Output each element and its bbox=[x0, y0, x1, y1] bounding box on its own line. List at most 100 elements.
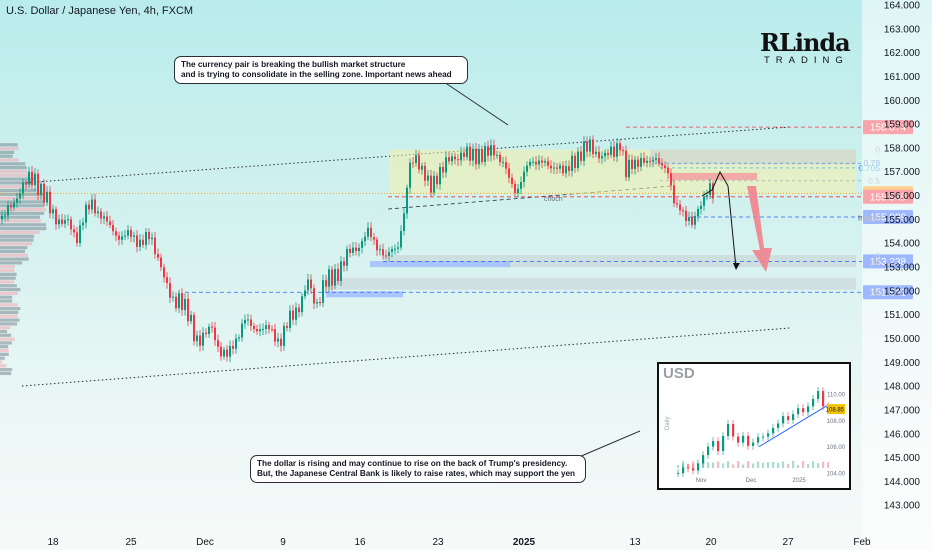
candle-body bbox=[76, 232, 78, 244]
candle-body bbox=[373, 237, 375, 240]
candle-body bbox=[202, 332, 204, 346]
volume-profile-bar bbox=[0, 291, 18, 295]
candle-body bbox=[580, 151, 582, 161]
candle-body bbox=[592, 139, 594, 155]
volume-profile-bar bbox=[0, 310, 19, 315]
inset-candle bbox=[687, 467, 690, 469]
candle-body bbox=[679, 204, 681, 211]
volume-profile-bar bbox=[0, 204, 44, 208]
volume-profile-bar bbox=[0, 352, 9, 356]
candle-body bbox=[37, 173, 39, 195]
inset-tick-label: 108.00 bbox=[827, 419, 845, 425]
volume-profile-bar bbox=[0, 234, 35, 238]
candle-body bbox=[103, 216, 105, 219]
candle-body bbox=[619, 143, 621, 151]
volume-profile-bar bbox=[0, 242, 33, 246]
annotation-top: The currency pair is breaking the bullis… bbox=[174, 56, 468, 84]
inset-title: USD bbox=[663, 365, 695, 382]
volume-profile-bar bbox=[0, 295, 13, 299]
price-axis-bg bbox=[862, 0, 932, 550]
volume-profile-bar bbox=[0, 284, 17, 288]
price-tick-label: 153.000 bbox=[884, 263, 921, 274]
candle-body bbox=[712, 183, 714, 199]
candle-body bbox=[607, 152, 609, 155]
price-axis[interactable]: 164.000 163.000 162.000 161.000 160.000 159.0… bbox=[862, 0, 932, 550]
candle-body bbox=[97, 211, 99, 214]
inset-volume-bar bbox=[707, 462, 710, 468]
inset-tick-label: 110.00 bbox=[827, 392, 845, 398]
inset-volume-bar bbox=[792, 461, 795, 468]
inset-volume-bar bbox=[802, 461, 805, 468]
candle-body bbox=[496, 154, 498, 156]
candle-body bbox=[205, 332, 207, 334]
candle-body bbox=[631, 159, 633, 169]
inset-x-label: Nov bbox=[696, 478, 707, 484]
inset-volume-bar bbox=[787, 463, 790, 468]
candle-body bbox=[562, 165, 564, 174]
candle-body bbox=[400, 230, 402, 248]
candle-body bbox=[367, 227, 369, 237]
candle-body bbox=[58, 219, 60, 225]
candle-body bbox=[385, 255, 387, 257]
inset-candle bbox=[777, 423, 780, 428]
candle-body bbox=[67, 219, 69, 221]
candle-body bbox=[409, 162, 411, 188]
candle-body bbox=[682, 210, 684, 212]
candle-body bbox=[427, 175, 429, 181]
volume-profile-bar bbox=[0, 318, 20, 322]
candle-body bbox=[127, 230, 129, 236]
candle-body bbox=[484, 146, 486, 163]
inset-candle bbox=[727, 423, 730, 437]
candle-body bbox=[115, 231, 117, 236]
time-axis[interactable]: 18 25 Dec 9 16 23 2025 13 20 27 Feb bbox=[47, 537, 871, 548]
inset-candle bbox=[757, 437, 760, 443]
time-tick-label: 25 bbox=[125, 537, 137, 548]
candle-body bbox=[292, 310, 294, 320]
candle-body bbox=[7, 205, 9, 216]
volume-profile-bar bbox=[0, 230, 40, 235]
candle-body bbox=[187, 298, 189, 322]
candle-body bbox=[613, 146, 615, 157]
candle-body bbox=[289, 310, 291, 328]
candle-body bbox=[463, 152, 465, 157]
candle-body bbox=[142, 239, 144, 245]
candle-body bbox=[49, 191, 51, 214]
candle-body bbox=[13, 202, 15, 208]
time-tick-label: 18 bbox=[47, 537, 59, 548]
candle-body bbox=[43, 183, 45, 203]
candle-body bbox=[232, 346, 234, 349]
price-tick-label: 151.000 bbox=[884, 310, 921, 321]
candle-body bbox=[307, 279, 309, 291]
candle-body bbox=[133, 235, 135, 237]
price-tick-label: 149.000 bbox=[884, 358, 921, 369]
candle-body bbox=[193, 314, 195, 342]
candle-body bbox=[532, 161, 534, 163]
candle-body bbox=[460, 152, 462, 161]
candle-body bbox=[403, 213, 405, 231]
inset-volume-bar bbox=[737, 461, 740, 468]
candle-body bbox=[34, 173, 36, 186]
candle-body bbox=[64, 220, 66, 224]
projection-path bbox=[701, 170, 737, 269]
inset-candle bbox=[692, 468, 695, 471]
time-tick-label: 9 bbox=[280, 537, 286, 548]
candle-body bbox=[190, 314, 192, 322]
inset-volume-bar bbox=[762, 462, 765, 468]
volume-profile-bar bbox=[0, 337, 15, 341]
candle-body bbox=[502, 162, 504, 164]
candle-body bbox=[157, 253, 159, 258]
candle-body bbox=[166, 277, 168, 284]
candle-body bbox=[346, 248, 348, 266]
candle-body bbox=[520, 182, 522, 189]
candle-body bbox=[88, 204, 90, 210]
candle-body bbox=[454, 156, 456, 160]
candle-body bbox=[100, 211, 102, 219]
inset-volume-bar bbox=[747, 461, 750, 468]
candle-body bbox=[595, 151, 597, 155]
candle-body bbox=[643, 157, 645, 163]
candle-body bbox=[583, 141, 585, 161]
volume-profile-bar bbox=[0, 154, 13, 158]
inset-candle bbox=[682, 467, 685, 474]
volume-profile-bar bbox=[0, 276, 16, 280]
